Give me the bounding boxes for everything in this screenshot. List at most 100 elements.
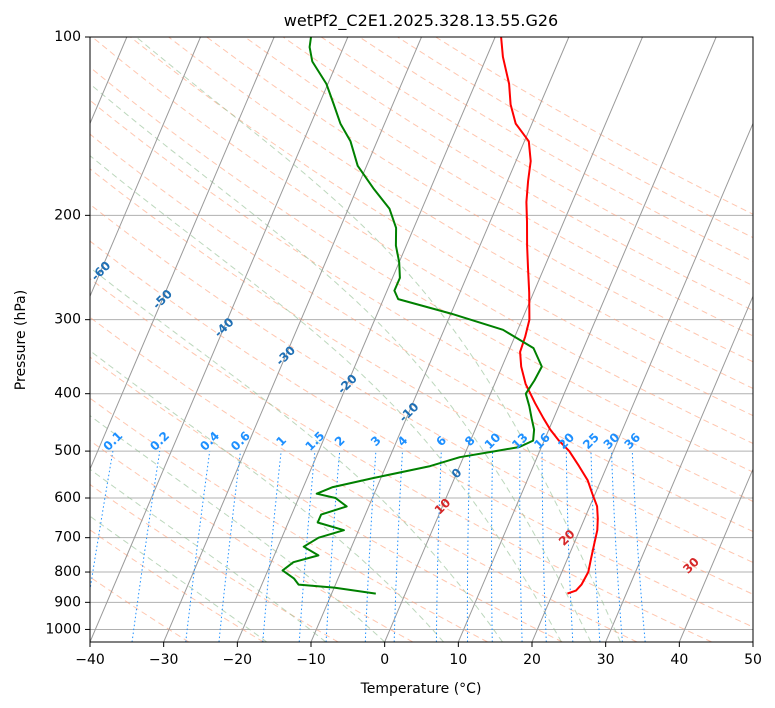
mixing-ratio-line xyxy=(298,451,316,642)
dry-adiabat-label: 30 xyxy=(680,555,702,577)
y-tick-label: 400 xyxy=(54,386,81,402)
moist-adiabat-line xyxy=(135,37,621,642)
isotherm-line xyxy=(752,640,753,642)
dry-adiabat-line xyxy=(206,37,753,363)
mixing-ratio-line xyxy=(262,451,282,642)
mixing-ratio-label: 20 xyxy=(555,430,577,452)
isotherm-line xyxy=(90,37,201,298)
dry-adiabat-line xyxy=(168,37,753,389)
mixing-ratio-line xyxy=(519,451,523,642)
dry-adiabat-label: 20 xyxy=(556,527,578,549)
x-tick-label: 0 xyxy=(380,652,389,668)
y-tick-label: 900 xyxy=(54,594,81,610)
x-tick-label: 30 xyxy=(597,652,615,668)
isotherm-label: -70 xyxy=(27,230,52,255)
mixing-ratio-label: 1.5 xyxy=(302,429,327,454)
isotherm-line xyxy=(90,37,349,642)
isotherm-line xyxy=(236,37,496,642)
dry-adiabat-line xyxy=(90,397,488,642)
dewpoint-profile-line xyxy=(281,37,543,595)
moist-adiabat-line xyxy=(90,515,268,642)
chart-title: wetPf2_C2E1.2025.328.13.55.G26 xyxy=(284,11,558,31)
y-tick-label: 100 xyxy=(54,29,81,45)
mixing-ratio-line xyxy=(185,451,211,642)
moist-adiabat-line xyxy=(90,350,444,642)
moist-adiabat-line xyxy=(90,415,386,642)
isotherm-label: -30 xyxy=(273,343,298,368)
moist-adiabat-line xyxy=(90,155,562,642)
temperature-profile-line xyxy=(500,37,599,595)
plot-frame xyxy=(89,36,754,643)
isotherm-label: -50 xyxy=(150,287,175,312)
isotherm-line xyxy=(605,295,753,642)
isotherm-line xyxy=(90,37,275,471)
mixing-ratio-line xyxy=(218,451,241,642)
mixing-ratio-label: 0.1 xyxy=(100,429,125,454)
mixing-ratio-label: 3 xyxy=(368,433,384,449)
x-tick-label: −30 xyxy=(149,652,179,668)
mixing-ratio-line xyxy=(491,451,494,642)
x-tick-label: 40 xyxy=(670,652,688,668)
mixing-ratio-label: 6 xyxy=(433,433,449,449)
mixing-ratio-line xyxy=(90,451,114,593)
isotherm-line xyxy=(678,467,753,642)
dry-adiabat-line xyxy=(282,37,753,312)
mixing-ratio-line xyxy=(435,451,442,642)
dry-adiabat-line xyxy=(90,356,563,642)
moist-adiabat-line xyxy=(90,468,327,642)
mixing-ratio-label: 2 xyxy=(332,433,348,449)
isotherm-line xyxy=(163,37,422,642)
y-tick-label: 1000 xyxy=(45,621,81,637)
mixing-ratio-line xyxy=(590,451,601,642)
y-axis-title: Pressure (hPa) xyxy=(13,290,29,390)
x-tick-label: 50 xyxy=(744,652,762,668)
mixing-ratio-line xyxy=(131,451,161,642)
y-tick-label: 600 xyxy=(54,490,81,506)
mixing-ratio-label: 36 xyxy=(621,430,643,452)
y-tick-label: 300 xyxy=(54,312,81,328)
mixing-ratio-label: 30 xyxy=(601,430,623,452)
dry-adiabat-line xyxy=(90,203,753,595)
isotherm-label: -20 xyxy=(335,371,360,396)
mixing-ratio-line xyxy=(466,451,471,642)
mixing-ratio-label: 4 xyxy=(395,433,411,449)
x-tick-label: −20 xyxy=(223,652,253,668)
y-tick-label: 700 xyxy=(54,530,81,546)
isotherm-line xyxy=(457,37,717,642)
dry-adiabat-line xyxy=(90,529,264,642)
mixing-ratio-label: 10 xyxy=(482,430,504,452)
dry-adiabat-line xyxy=(90,133,753,533)
dry-adiabat-line xyxy=(90,99,753,502)
dry-adiabat-line xyxy=(90,440,414,642)
isotherm-line xyxy=(310,37,570,642)
y-tick-label: 200 xyxy=(54,207,81,223)
x-tick-label: −10 xyxy=(296,652,326,668)
dry-adiabat-line xyxy=(91,37,753,445)
isotherm-label: -60 xyxy=(88,258,113,283)
isotherm-label: 0 xyxy=(449,465,465,481)
y-tick-label: 500 xyxy=(54,443,81,459)
dry-adiabat-line xyxy=(90,483,339,642)
moist-adiabat-line xyxy=(90,267,503,642)
x-tick-label: 10 xyxy=(449,652,467,668)
x-tick-label: 20 xyxy=(523,652,541,668)
dry-adiabat-line xyxy=(244,37,753,337)
dry-adiabat-line xyxy=(359,37,753,263)
mixing-ratio-line xyxy=(611,451,623,642)
mixing-ratio-label: 1 xyxy=(273,433,289,449)
y-tick-label: 800 xyxy=(54,564,81,580)
mixing-ratio-label: 0.2 xyxy=(147,429,172,454)
dry-adiabat-line xyxy=(90,316,638,642)
mixing-ratio-label: 0.6 xyxy=(228,429,253,454)
dry-adiabat-line xyxy=(90,240,753,628)
mixing-ratio-line xyxy=(631,451,646,642)
mixing-ratio-label: 8 xyxy=(462,433,478,449)
isotherm-label: -40 xyxy=(211,315,236,340)
dry-adiabat-label: 10 xyxy=(432,496,454,518)
mixing-ratio-label: 25 xyxy=(580,430,602,452)
dry-adiabat-line xyxy=(130,37,753,417)
isotherm-line xyxy=(384,37,643,642)
isotherm-label: -10 xyxy=(396,400,421,425)
dry-adiabat-line xyxy=(90,278,712,642)
